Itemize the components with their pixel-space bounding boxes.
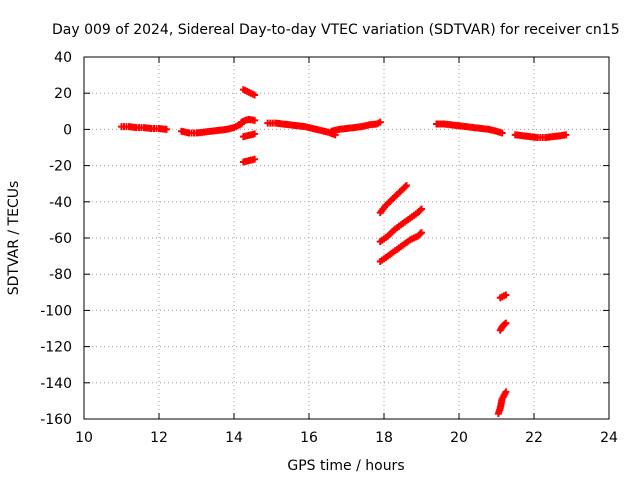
- data-point: [163, 125, 170, 133]
- data-point: [498, 129, 506, 137]
- y-tick-label: -140: [40, 376, 72, 392]
- data-point: [418, 205, 425, 213]
- x-tick-label: 24: [600, 430, 618, 446]
- y-tick-label: 0: [63, 122, 72, 138]
- data-point: [416, 230, 424, 238]
- chart-title: Day 009 of 2024, Sidereal Day-to-day VTE…: [52, 22, 620, 38]
- y-axis-label: SDTVAR / TECUs: [6, 181, 22, 296]
- y-tick-label: 20: [54, 86, 72, 102]
- y-tick-label: 40: [54, 50, 72, 66]
- y-tick-label: -100: [40, 303, 72, 319]
- grid: [84, 57, 609, 419]
- data-point: [562, 131, 570, 139]
- x-axis-label: GPS time / hours: [287, 458, 404, 474]
- x-tick-label: 16: [300, 430, 318, 446]
- y-tick-label: -80: [49, 267, 72, 283]
- y-tick-label: -160: [40, 412, 72, 428]
- x-tick-label: 12: [150, 430, 168, 446]
- x-tick-label: 10: [75, 430, 93, 446]
- data-point: [502, 388, 510, 396]
- y-tick-label: -120: [40, 340, 72, 356]
- y-tick-label: -60: [49, 231, 72, 247]
- data-point: [502, 319, 510, 327]
- data-point: [251, 91, 259, 99]
- data-point: [251, 155, 259, 163]
- x-tick-label: 22: [525, 430, 543, 446]
- data-point: [418, 229, 425, 237]
- data-point: [251, 130, 259, 138]
- data-point: [376, 118, 384, 126]
- x-tick-label: 20: [450, 430, 468, 446]
- axis-ticks: 10 12 14 16 18 20 22 24 40 20 0 -20 -40 -60 -80 -100 -12…: [40, 50, 618, 446]
- plot-frame: [83, 56, 610, 420]
- data-point: [502, 291, 510, 299]
- data-point: [403, 182, 410, 190]
- y-tick-label: -40: [49, 195, 72, 211]
- data-point: [416, 206, 424, 214]
- data-point: [401, 183, 409, 191]
- x-tick-label: 14: [225, 430, 243, 446]
- data-points: [118, 86, 570, 418]
- x-tick-label: 18: [375, 430, 393, 446]
- data-point: [251, 116, 259, 124]
- y-tick-label: -20: [49, 159, 72, 175]
